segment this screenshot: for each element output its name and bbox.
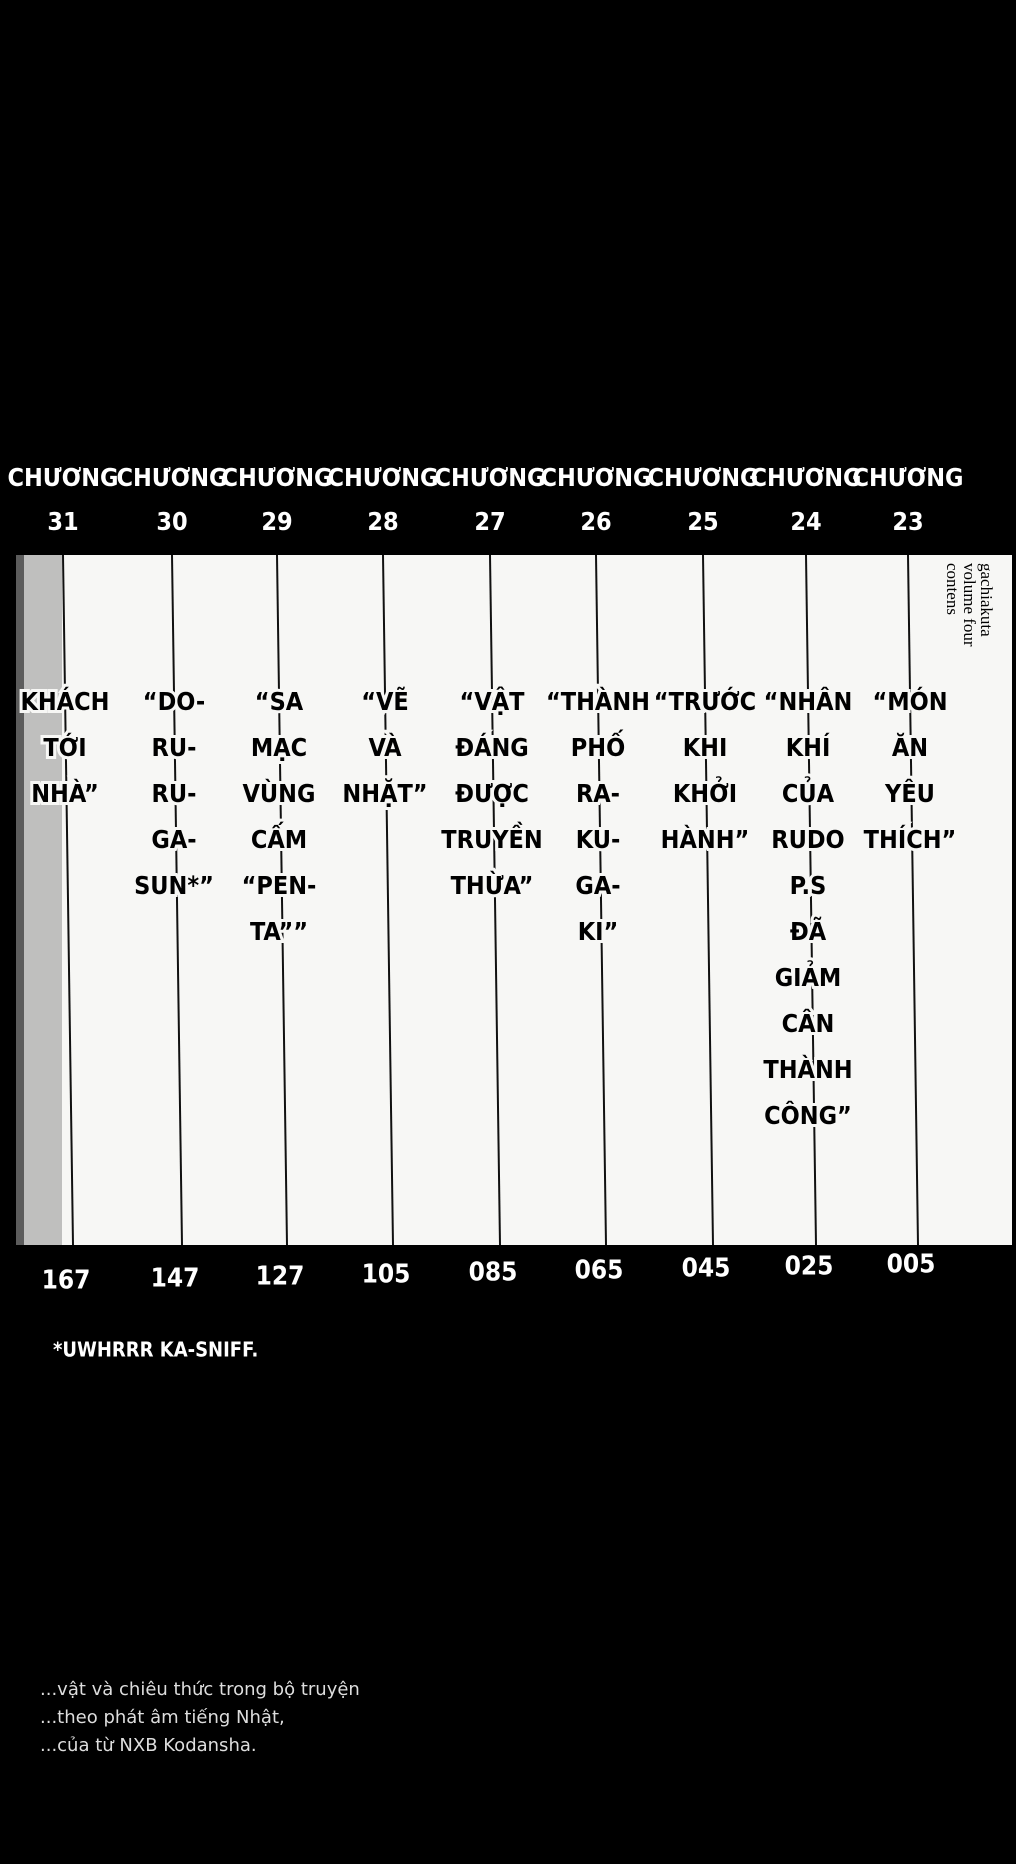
credit-line: ...vật và chiêu thức trong bộ truyện [40, 1679, 360, 1700]
chapter-number: 24 [790, 507, 821, 536]
chapter-number: 28 [367, 507, 398, 536]
chapter-title-line: GIẢM [775, 959, 842, 992]
chapter-title-line: “TRƯỚC [654, 686, 756, 716]
chapter-title-line: ĐƯỢC [455, 779, 529, 808]
chapter-title-line: MẠC [251, 733, 307, 762]
chapter-title-line: “SA [255, 687, 304, 716]
chapter-word: CHƯƠNG [221, 463, 332, 492]
side-label: volume four [960, 563, 979, 647]
chapter-title-line: CỦA [782, 775, 835, 808]
chapter-title-line: TRUYỀN [441, 821, 542, 854]
chapter-title-line: “DO- [143, 687, 205, 716]
credit-line: ...của từ NXB Kodansha. [40, 1735, 257, 1756]
chapter-number: 27 [474, 507, 505, 536]
chapter-title-line: ĂN [892, 732, 928, 762]
side-label: contens [943, 563, 962, 615]
page-number: 065 [575, 1256, 624, 1286]
chapter-word: CHƯƠNG [327, 463, 438, 492]
credit-line: ...theo phát âm tiếng Nhật, [40, 1707, 285, 1728]
page-shadow [16, 555, 62, 1245]
chapter-title-line: NHẶT” [342, 778, 427, 808]
chapter-title-line: THỪA” [451, 870, 534, 900]
page-number: 045 [682, 1254, 731, 1284]
chapter-title-line: THÍCH” [864, 825, 957, 854]
chapter-title-line: KI” [578, 917, 619, 946]
divider-line [276, 554, 288, 1246]
page-number: 085 [469, 1258, 518, 1288]
chapter-title-line: RU- [152, 779, 197, 808]
chapter-number: 23 [892, 507, 923, 536]
chapter-word: CHƯƠNG [852, 463, 963, 492]
divider-line [907, 554, 919, 1246]
divider-line [62, 554, 74, 1246]
chapter-title-line: TA”” [250, 917, 308, 946]
chapter-title-line: RU- [152, 733, 197, 762]
chapter-number: 25 [687, 507, 718, 536]
chapter-title-line: THÀNH [763, 1055, 852, 1084]
divider-line [595, 554, 607, 1246]
chapter-number: 30 [156, 507, 187, 536]
chapter-title-line: P.S [790, 871, 827, 900]
chapter-title-line: “PEN- [242, 871, 317, 900]
divider-line [382, 554, 394, 1246]
chapter-number: 26 [580, 507, 611, 536]
chapter-word: CHƯƠNG [7, 463, 118, 492]
chapter-title-line: CÂN [782, 1009, 835, 1038]
divider-line [171, 554, 183, 1246]
chapter-title-line: TỚI [43, 732, 86, 762]
page-number: 105 [362, 1260, 411, 1290]
chapter-title-line: VÙNG [243, 778, 316, 808]
chapter-title-line: KHÁCH [21, 687, 110, 716]
chapter-title-line: CẤM [251, 821, 307, 854]
chapter-title-line: GA- [575, 871, 620, 900]
chapter-title-line: RA- [576, 779, 620, 808]
page-number: 167 [42, 1266, 91, 1296]
divider-line [489, 554, 501, 1246]
chapter-title-line: SUN*” [134, 871, 214, 900]
divider-line [702, 554, 714, 1246]
page-number: 147 [151, 1264, 200, 1294]
chapter-word: CHƯƠNG [116, 463, 227, 492]
chapter-title-line: “VẼ [361, 687, 409, 716]
chapter-title-line: KU- [576, 825, 621, 854]
chapter-title-line: “NHÂN [764, 687, 853, 716]
page-number: 005 [887, 1250, 936, 1280]
chapter-number: 29 [261, 507, 292, 536]
chapter-number: 31 [47, 507, 78, 536]
chapter-title-line: VÀ [368, 733, 402, 762]
chapter-title-line: RUDO [771, 825, 844, 854]
chapter-title-line: YÊU [884, 779, 935, 808]
chapter-title-line: KHI [683, 733, 728, 762]
chapter-word: CHƯƠNG [647, 463, 758, 492]
chapter-title-line: NHÀ” [31, 779, 99, 808]
chapter-title-line: HÀNH” [661, 825, 750, 854]
chapter-title-line: “VẬT [460, 686, 526, 716]
chapter-title-line: CÔNG” [764, 1100, 852, 1130]
footnote: *UWHRRR KA-SNIFF. [53, 1338, 258, 1362]
chapter-title-line: PHỐ [571, 729, 625, 762]
contents-panel [24, 555, 1012, 1245]
chapter-word: CHƯƠNG [434, 463, 545, 492]
chapter-title-line: KHỞI [673, 775, 737, 808]
chapter-title-line: “MÓN [872, 686, 947, 716]
chapter-word: CHƯƠNG [540, 463, 651, 492]
chapter-title-line: ĐÁNG [455, 733, 529, 762]
chapter-title-line: GA- [151, 825, 196, 854]
chapter-word: CHƯƠNG [750, 463, 861, 492]
divider-line [805, 554, 817, 1246]
chapter-title-line: ĐÃ [790, 917, 827, 946]
side-label: gachiakuta [977, 563, 996, 637]
page-number: 127 [256, 1262, 305, 1292]
page-number: 025 [785, 1252, 834, 1282]
chapter-title-line: “THÀNH [546, 687, 650, 716]
chapter-title-line: KHÍ [786, 733, 831, 762]
